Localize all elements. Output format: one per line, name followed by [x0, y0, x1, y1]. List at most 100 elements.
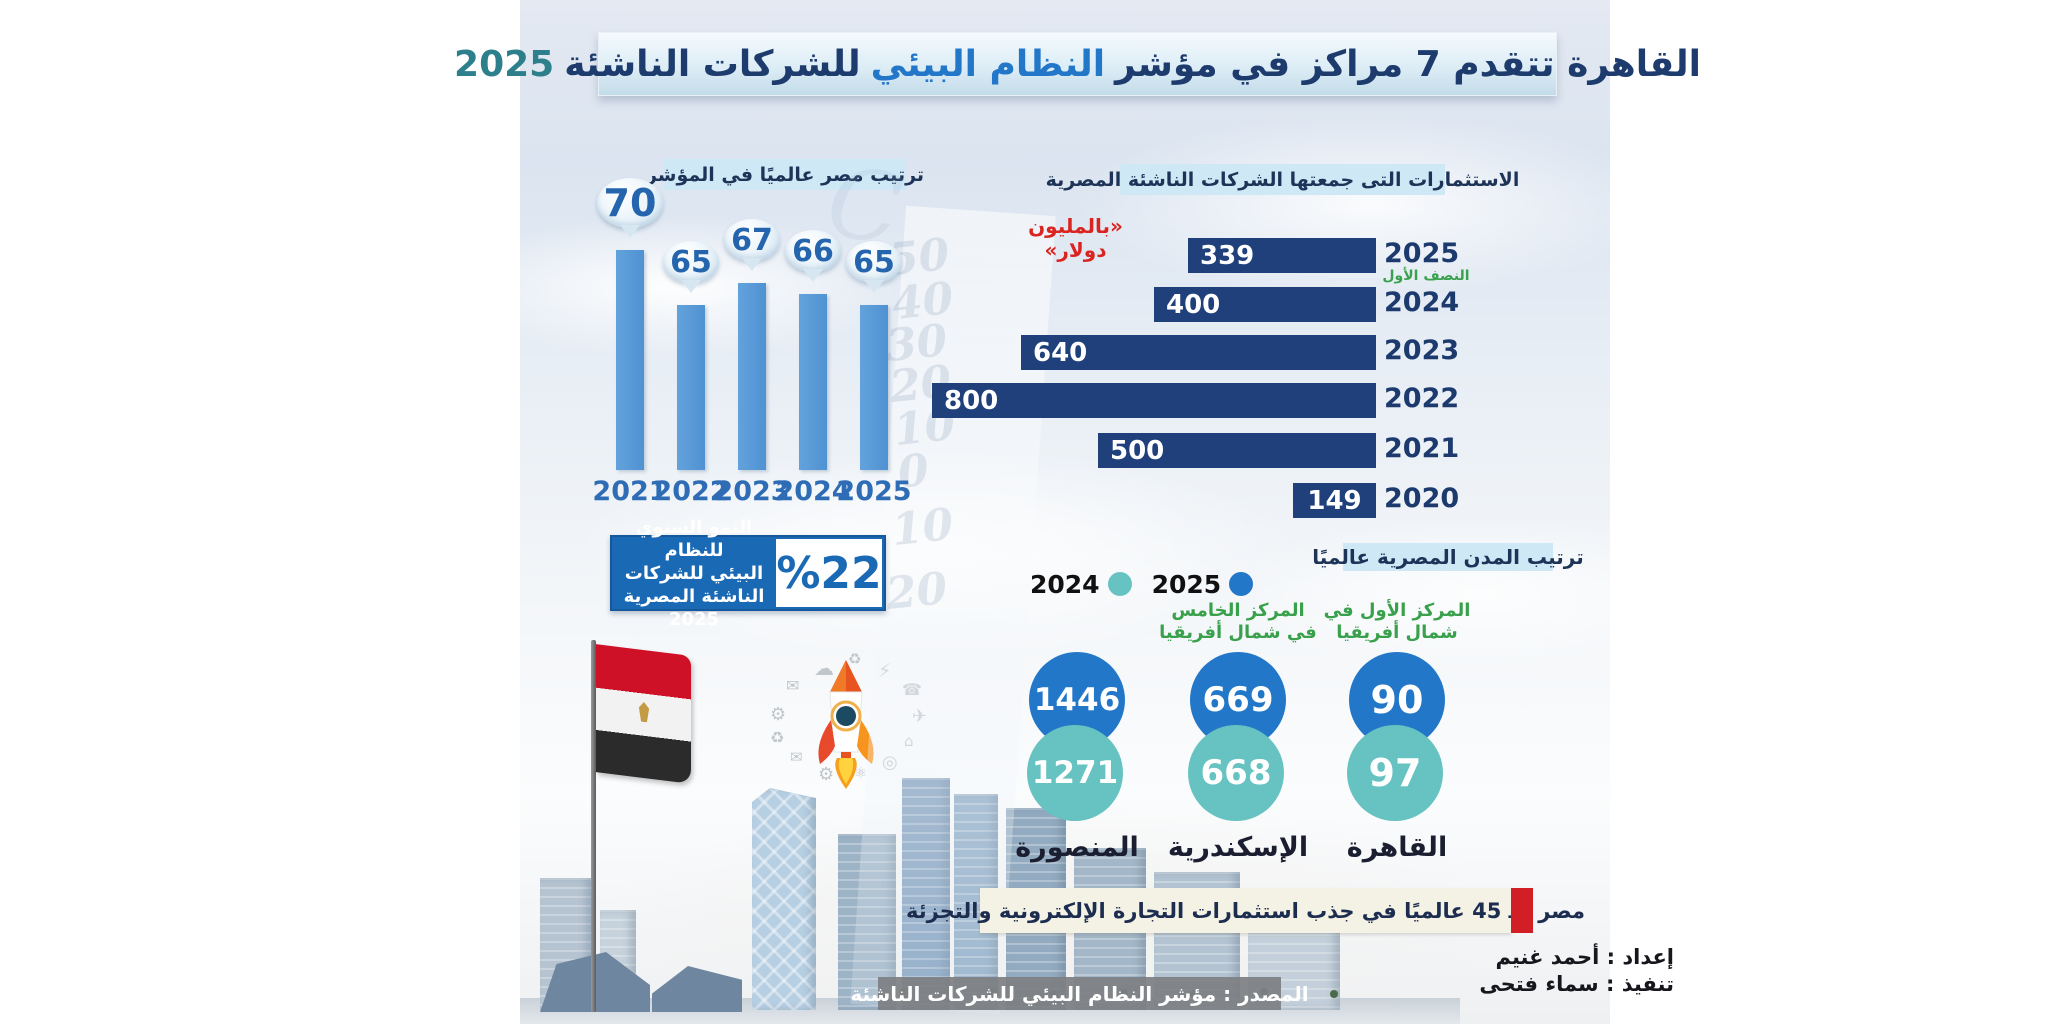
teal-dot-icon	[1107, 572, 1132, 596]
annual-growth-box: النمو السنوي للنظام البيئي للشركات الناش…	[610, 517, 886, 630]
rank-value: 67	[724, 219, 780, 261]
alexandria-caption: المركز الخامس في شمال أفريقيا	[1143, 600, 1333, 644]
balloon-tip	[742, 258, 762, 271]
investment-value: 149	[1307, 485, 1362, 516]
value-balloon: 70	[597, 178, 663, 238]
first-half-note: النصف الأول	[1382, 268, 1470, 284]
cairo-2024-circle: 97	[1347, 725, 1443, 821]
year-label: 2023	[1384, 335, 1460, 366]
credits: إعداد : أحمد غنيم تنفيذ : سماء فتحى	[1479, 944, 1674, 998]
bar	[677, 305, 705, 470]
tech-icon: ⚙	[818, 764, 835, 785]
unit-label: «بالمليون دولار»	[1028, 214, 1123, 262]
flag-pole	[591, 640, 596, 1012]
iconic-tower	[752, 788, 816, 1010]
year-label: 2025	[1384, 238, 1460, 269]
year-label: 2021	[1384, 433, 1460, 464]
cairo-caption: المركز الأول في شمال أفريقيا	[1302, 600, 1492, 644]
bar: 640	[1021, 335, 1376, 370]
mansoura-2024-circle: 1271	[1027, 725, 1123, 821]
rank-value: 65	[846, 241, 902, 283]
investment-value: 640	[1033, 337, 1088, 368]
year-label: 2024	[775, 476, 851, 507]
legend-label: 2024	[1030, 569, 1100, 599]
year-label: 2025	[836, 476, 912, 507]
bar	[860, 305, 888, 470]
legend-label: 2025	[1151, 569, 1222, 599]
investment-row-2021: 500	[900, 433, 1376, 468]
investment-value: 800	[944, 385, 999, 416]
caption-line: المركز الأول في	[1323, 600, 1471, 621]
balloon-tip	[864, 280, 884, 293]
value-balloon: 65	[846, 241, 902, 293]
balloon-tip	[620, 225, 640, 238]
credit-executed-by: تنفيذ : سماء فتحى	[1479, 972, 1674, 996]
rank-value: 66	[785, 230, 841, 272]
bar: 339	[1188, 238, 1376, 273]
caption-line: المركز الخامس	[1171, 600, 1305, 621]
credit-prepared-by: إعداد : أحمد غنيم	[1495, 945, 1674, 969]
legend-item-2024: 2024	[1030, 570, 1132, 599]
balloon-tip	[803, 269, 823, 282]
legend: 2024 2025	[1030, 570, 1254, 599]
city-label-mansoura: المنصورة	[1015, 832, 1139, 863]
investment-row-2025: 339	[900, 238, 1376, 273]
growth-label: النمو السنوي للنظام البيئي للشركات الناش…	[616, 517, 772, 630]
caption-line: في شمال أفريقيا	[1159, 622, 1317, 643]
title-segment: للشركات الناشئة	[564, 43, 861, 85]
bar	[616, 250, 644, 470]
investment-value: 400	[1166, 289, 1221, 320]
rank-bar-2021: 70 2021	[592, 178, 668, 507]
value-balloon: 65	[663, 241, 719, 293]
title-segment: القاهرة تتقدم 7 مراكز في مؤشر	[1115, 43, 1701, 85]
year-label: 2020	[1384, 483, 1460, 514]
growth-percentage: %22	[776, 539, 882, 607]
value-balloon: 67	[724, 219, 780, 271]
rank-bar-2023: 67 2023	[714, 219, 790, 507]
year-label: 2022	[1384, 383, 1460, 414]
rank-bar-2025: 65 2025	[836, 230, 912, 507]
legend-item-2025: 2025	[1152, 570, 1254, 599]
watermark-number: 20	[883, 562, 950, 621]
alexandria-2024-circle: 668	[1188, 725, 1284, 821]
bar: 149	[1293, 483, 1376, 518]
investment-row-2024: 400	[900, 287, 1376, 322]
eagle-emblem-icon	[636, 701, 652, 723]
year-label: 2022	[653, 476, 729, 507]
caption-line: شمال أفريقيا	[1336, 622, 1458, 643]
ecommerce-rank-banner: مصر الـ 45 عالميًا في جذب استثمارات التج…	[906, 888, 1585, 933]
city-label-alexandria: الإسكندرية	[1167, 832, 1309, 863]
rank-chart-title: ترتيب مصر عالميًا في المؤشر	[646, 159, 924, 190]
investment-row-2022: 800	[900, 383, 1376, 418]
bar: 500	[1098, 433, 1376, 468]
rank-bar-2024: 66 2024	[775, 230, 851, 507]
investments-chart-title: الاستثمارات التى جمعتها الشركات الناشئة …	[1046, 164, 1519, 195]
bar: 800	[932, 383, 1376, 418]
page-title: القاهرة تتقدم 7 مراكز في مؤشر النظام الب…	[454, 32, 1701, 96]
year-label: 2024	[1384, 287, 1460, 318]
red-accent-bar	[1511, 888, 1533, 933]
rank-value: 65	[663, 241, 719, 283]
growth-label-line: البيئي للشركات	[624, 562, 764, 584]
cities-chart-title: ترتيب المدن المصرية عالميًا	[1312, 543, 1584, 571]
rank-value: 70	[597, 178, 663, 228]
tech-icon: ♻	[848, 650, 862, 668]
bar: 400	[1154, 287, 1376, 322]
investment-value: 339	[1200, 240, 1255, 271]
tech-icon: ✉	[790, 748, 803, 766]
year-label: 2023	[714, 476, 790, 507]
bar	[738, 283, 766, 470]
investment-value: 500	[1110, 435, 1165, 466]
source-bar: المصدر : مؤشر النظام البيئي للشركات النا…	[850, 977, 1309, 1010]
balloon-tip	[681, 280, 701, 293]
growth-label-line: النمو السنوي للنظام	[635, 516, 753, 561]
tech-icon: ⚙	[770, 704, 787, 725]
investment-row-2020: 149	[900, 483, 1376, 518]
city-label-cairo: القاهرة	[1346, 832, 1448, 863]
title-segment: 2025	[454, 43, 555, 85]
title-segment: النظام البيئي	[870, 43, 1106, 85]
investment-row-2023: 640	[900, 335, 1376, 370]
tech-icon: ☁	[814, 656, 834, 680]
growth-label-line: الناشئة المصرية 2025	[623, 585, 765, 630]
